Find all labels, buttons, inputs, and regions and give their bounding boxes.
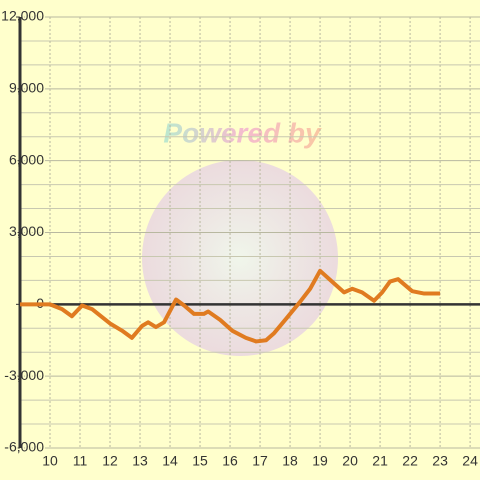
x-tick-label: 17 <box>252 453 268 469</box>
y-tick-label: 3,000 <box>9 223 44 239</box>
x-tick-label: 23 <box>432 453 448 469</box>
x-tick-label: 22 <box>402 453 418 469</box>
watermark-disc <box>142 160 338 356</box>
y-tick-label: -3,000 <box>4 367 44 383</box>
y-tick-label: -6,000 <box>4 439 44 455</box>
x-tick-label: 10 <box>42 453 58 469</box>
watermark: Powered by <box>163 117 322 148</box>
x-tick-label: 14 <box>162 453 178 469</box>
x-tick-label: 18 <box>282 453 298 469</box>
x-tick-label: 24 <box>462 453 478 469</box>
x-tick-label: 13 <box>132 453 148 469</box>
y-tick-label: 12,000 <box>1 8 44 24</box>
y-tick-label: 9,000 <box>9 80 44 96</box>
y-tick-label: 6,000 <box>9 151 44 167</box>
x-tick-label: 20 <box>342 453 358 469</box>
x-tick-label: 15 <box>192 453 208 469</box>
line-series <box>20 268 441 344</box>
x-tick-label: 11 <box>73 453 88 469</box>
x-tick-label: 19 <box>312 453 328 469</box>
x-tick-label: 21 <box>372 453 388 469</box>
x-tick-label: 16 <box>222 453 238 469</box>
x-tick-label: 12 <box>102 453 118 469</box>
